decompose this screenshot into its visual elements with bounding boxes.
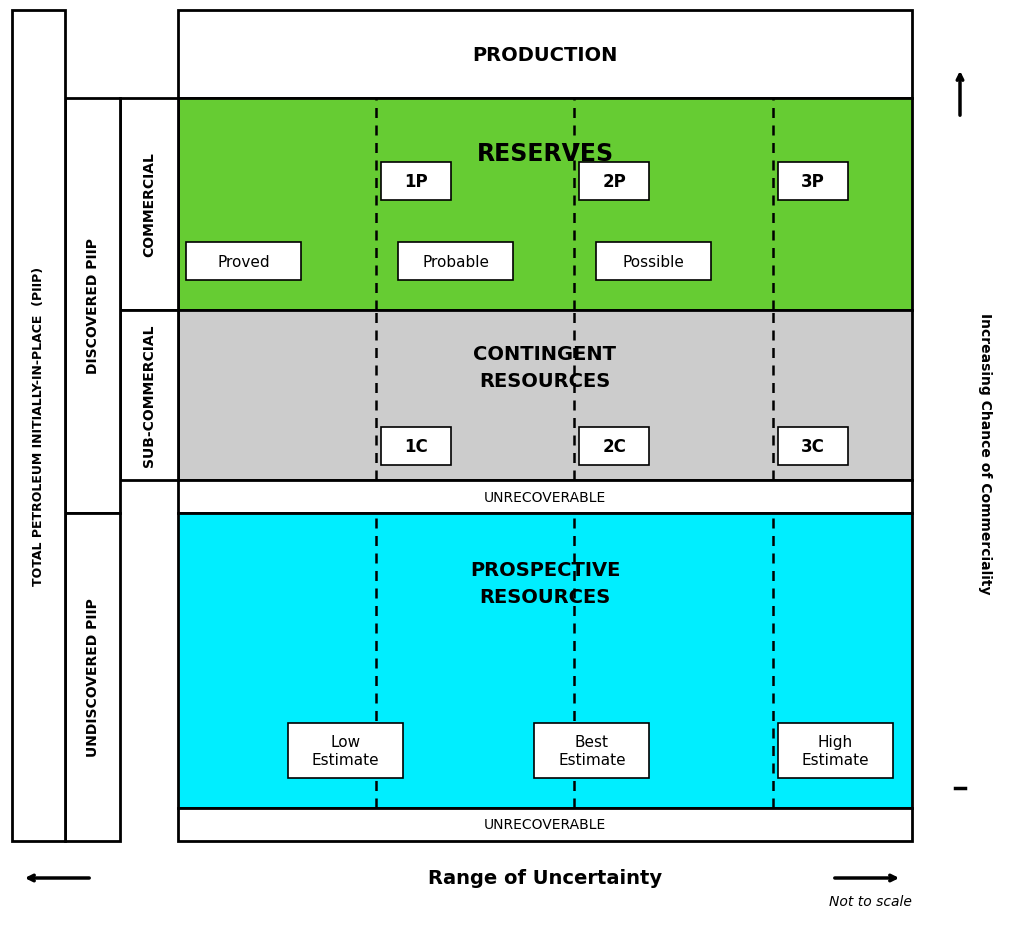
Bar [777,162,848,200]
Bar [580,428,649,466]
Text: 3P: 3P [801,173,824,190]
Text: COMMERCIAL: COMMERCIAL [142,152,156,257]
Text: 2P: 2P [602,173,627,190]
Bar [398,243,513,281]
Bar [381,428,452,466]
Text: TOTAL PETROLEUM INITIALLY-IN-PLACE  (PIIP): TOTAL PETROLEUM INITIALLY-IN-PLACE (PIIP… [32,266,45,586]
Bar [178,481,912,513]
Bar [178,513,912,808]
Bar [120,311,178,481]
Bar [65,99,120,513]
Bar [777,428,848,466]
Text: DISCOVERED PIIP: DISCOVERED PIIP [85,238,99,374]
Text: UNDISCOVERED PIIP: UNDISCOVERED PIIP [85,598,99,756]
Bar [535,723,649,779]
Text: 1C: 1C [404,437,428,456]
Bar [186,243,301,281]
Bar [288,723,403,779]
Text: 1P: 1P [404,173,428,190]
Bar [12,11,65,841]
Text: Increasing Chance of Commerciality: Increasing Chance of Commerciality [978,313,992,594]
Bar [178,311,912,481]
Text: Not to scale: Not to scale [829,894,912,908]
Bar [580,162,649,200]
Text: SUB-COMMERCIAL: SUB-COMMERCIAL [142,325,156,467]
Text: Probable: Probable [422,254,489,269]
Bar [596,243,712,281]
Bar [381,162,452,200]
Text: High
Estimate: High Estimate [801,734,868,767]
Bar [777,723,893,779]
Bar [178,808,912,841]
Text: Possible: Possible [623,254,685,269]
Bar [65,513,120,841]
Text: UNRECOVERABLE: UNRECOVERABLE [484,818,606,831]
Text: Proved: Proved [217,254,269,269]
Text: PRODUCTION: PRODUCTION [472,45,617,64]
Text: Best
Estimate: Best Estimate [558,734,626,767]
Text: RESERVES: RESERVES [476,142,613,166]
Text: Low
Estimate: Low Estimate [312,734,380,767]
Bar [178,11,912,99]
Bar [178,99,912,311]
Text: CONTINGENT
RESOURCES: CONTINGENT RESOURCES [473,345,616,391]
Text: UNRECOVERABLE: UNRECOVERABLE [484,490,606,504]
Text: 2C: 2C [602,437,627,456]
Bar [120,99,178,311]
Text: PROSPECTIVE
RESOURCES: PROSPECTIVE RESOURCES [470,561,621,606]
Text: 3C: 3C [801,437,824,456]
Text: Range of Uncertainty: Range of Uncertainty [428,869,663,887]
